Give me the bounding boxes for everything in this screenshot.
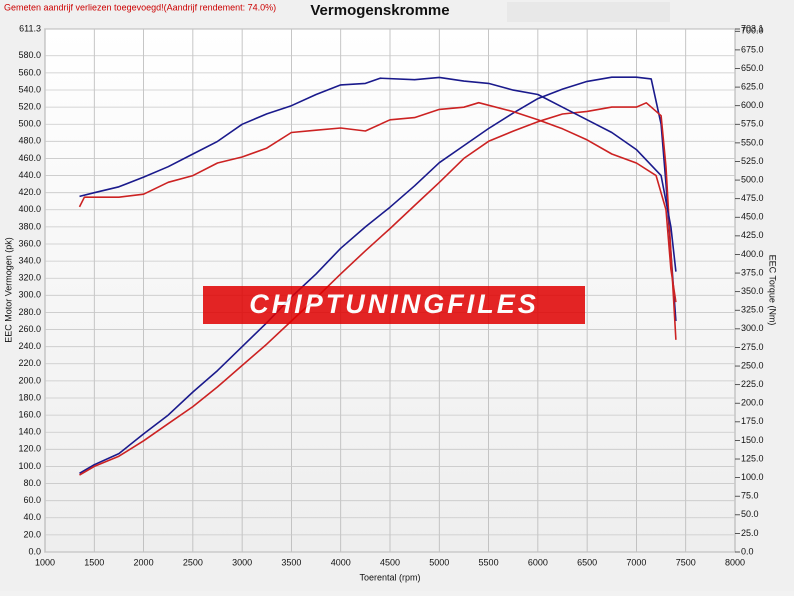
x-tick-label: 4000 [331,557,351,567]
y2-tick-label: 425.0 [741,230,764,240]
watermark-box [203,286,585,324]
y2-tick-label: 550.0 [741,137,764,147]
y-tick-label: 380.0 [18,221,41,231]
y2-tick-label: 250.0 [741,360,764,370]
y2-tick-label: 325.0 [741,305,764,315]
chart-title: Vermogenskromme [310,2,449,19]
watermark-group: CHIPTUNINGFILES [203,286,585,324]
x-tick-label: 6000 [528,557,548,567]
y2-tick-label: 125.0 [741,453,764,463]
series-line [79,76,677,474]
y2-tick-label: 400.0 [741,249,764,259]
y-tick-label: 0.0 [28,546,41,556]
y-tick-label: 120.0 [18,444,41,454]
x-tick-label: 8000 [725,557,745,567]
grid: 1000 1500 2000 2500 3000 3500 4000 4500 5000 5500… [18,23,763,567]
y-tick-label: 220.0 [18,358,41,368]
blank-box [507,2,670,22]
x-tick-label: 4500 [380,557,400,567]
watermark: CHIPTUNINGFILES [249,289,539,319]
x-tick-label: 2000 [134,557,154,567]
y2-tick-label: 200.0 [741,398,764,408]
y-tick-label: 500.0 [18,119,41,129]
y-tick-label: 360.0 [18,238,41,248]
y-tick-label: 60.0 [23,495,41,505]
y-tick-label: 320.0 [18,273,41,283]
series-line [79,76,677,272]
notice: Gemeten aandrijf verliezen toegevoegd!(A… [4,2,276,12]
y2-tick-label: 350.0 [741,286,764,296]
y2-tick-label: 625.0 [741,81,764,91]
y-tick-label: 420.0 [18,187,41,197]
y2-tick-label: 575.0 [741,119,764,129]
y-tick-label: 240.0 [18,341,41,351]
y-tick-label: 40.0 [23,512,41,522]
lines [78,76,677,476]
x-tick-label: 1000 [35,557,55,567]
x-tick-label: 7000 [626,557,646,567]
x-axis-label: Toerental (rpm) [359,572,420,582]
series-line [78,101,677,303]
y2-tick-label: 75.0 [741,491,759,501]
y2-tick-label: 650.0 [741,63,764,73]
y-axis-label: EEC Motor Vermogen (pk) [3,237,13,343]
y-tick-label: 20.0 [23,529,41,539]
y-tick-label: 520.0 [18,101,41,111]
x-tick-label: 2500 [183,557,203,567]
y-tick-label: 340.0 [18,255,41,265]
y2-tick-label: 375.0 [741,267,764,277]
x-tick-label: 3000 [232,557,252,567]
y-tick-label: 611.3 [19,23,41,33]
x-tick-label: 5500 [479,557,499,567]
y-tick-label: 440.0 [18,170,41,180]
x-tick-label: 5000 [429,557,449,567]
y-tick-label: 400.0 [18,204,41,214]
y-tick-label: 480.0 [18,136,41,146]
y-tick-label: 80.0 [23,478,41,488]
y-tick-label: 160.0 [18,409,41,419]
y-tick-label: 540.0 [18,84,41,94]
y-tick-label: 180.0 [18,392,41,402]
y2-axis-label: EEC Torque (Nm) [768,255,778,326]
y2-tick-label: 150.0 [741,435,764,445]
y2-tick-label: 225.0 [741,379,764,389]
y2-tick-label: 25.0 [741,528,759,538]
y2-tick-label: 275.0 [741,342,764,352]
y2-tick-label: 600.0 [741,100,764,110]
y2-tick-label: 475.0 [741,193,764,203]
y2-tick-label: 500.0 [741,174,764,184]
y2-tick-label: 703.1 [741,23,764,33]
y2-tick-label: 175.0 [741,416,764,426]
y-tick-label: 300.0 [18,290,41,300]
y2-tick-label: 675.0 [741,44,764,54]
y2-tick-label: 100.0 [741,472,764,482]
y-tick-label: 280.0 [18,307,41,317]
y-tick-label: 100.0 [18,461,41,471]
y2-tick-label: 450.0 [741,212,764,222]
y-tick-label: 260.0 [18,324,41,334]
series-line [79,102,677,476]
y2-tick-label: 525.0 [741,156,764,166]
x-tick-label: 7500 [676,557,696,567]
x-tick-label: 1500 [84,557,104,567]
y-tick-label: 560.0 [18,67,41,77]
y2-tick-label: 0.0 [741,546,754,556]
y-tick-label: 140.0 [18,427,41,437]
y-tick-label: 580.0 [18,50,41,60]
y2-tick-label: 700.0 [741,26,764,36]
y-tick-label: 460.0 [18,153,41,163]
y2-tick-label: 50.0 [741,509,759,519]
x-tick-label: 3500 [281,557,301,567]
y2-tick-label: 300.0 [741,323,764,333]
x-tick-label: 6500 [577,557,597,567]
y-tick-label: 200.0 [18,375,41,385]
